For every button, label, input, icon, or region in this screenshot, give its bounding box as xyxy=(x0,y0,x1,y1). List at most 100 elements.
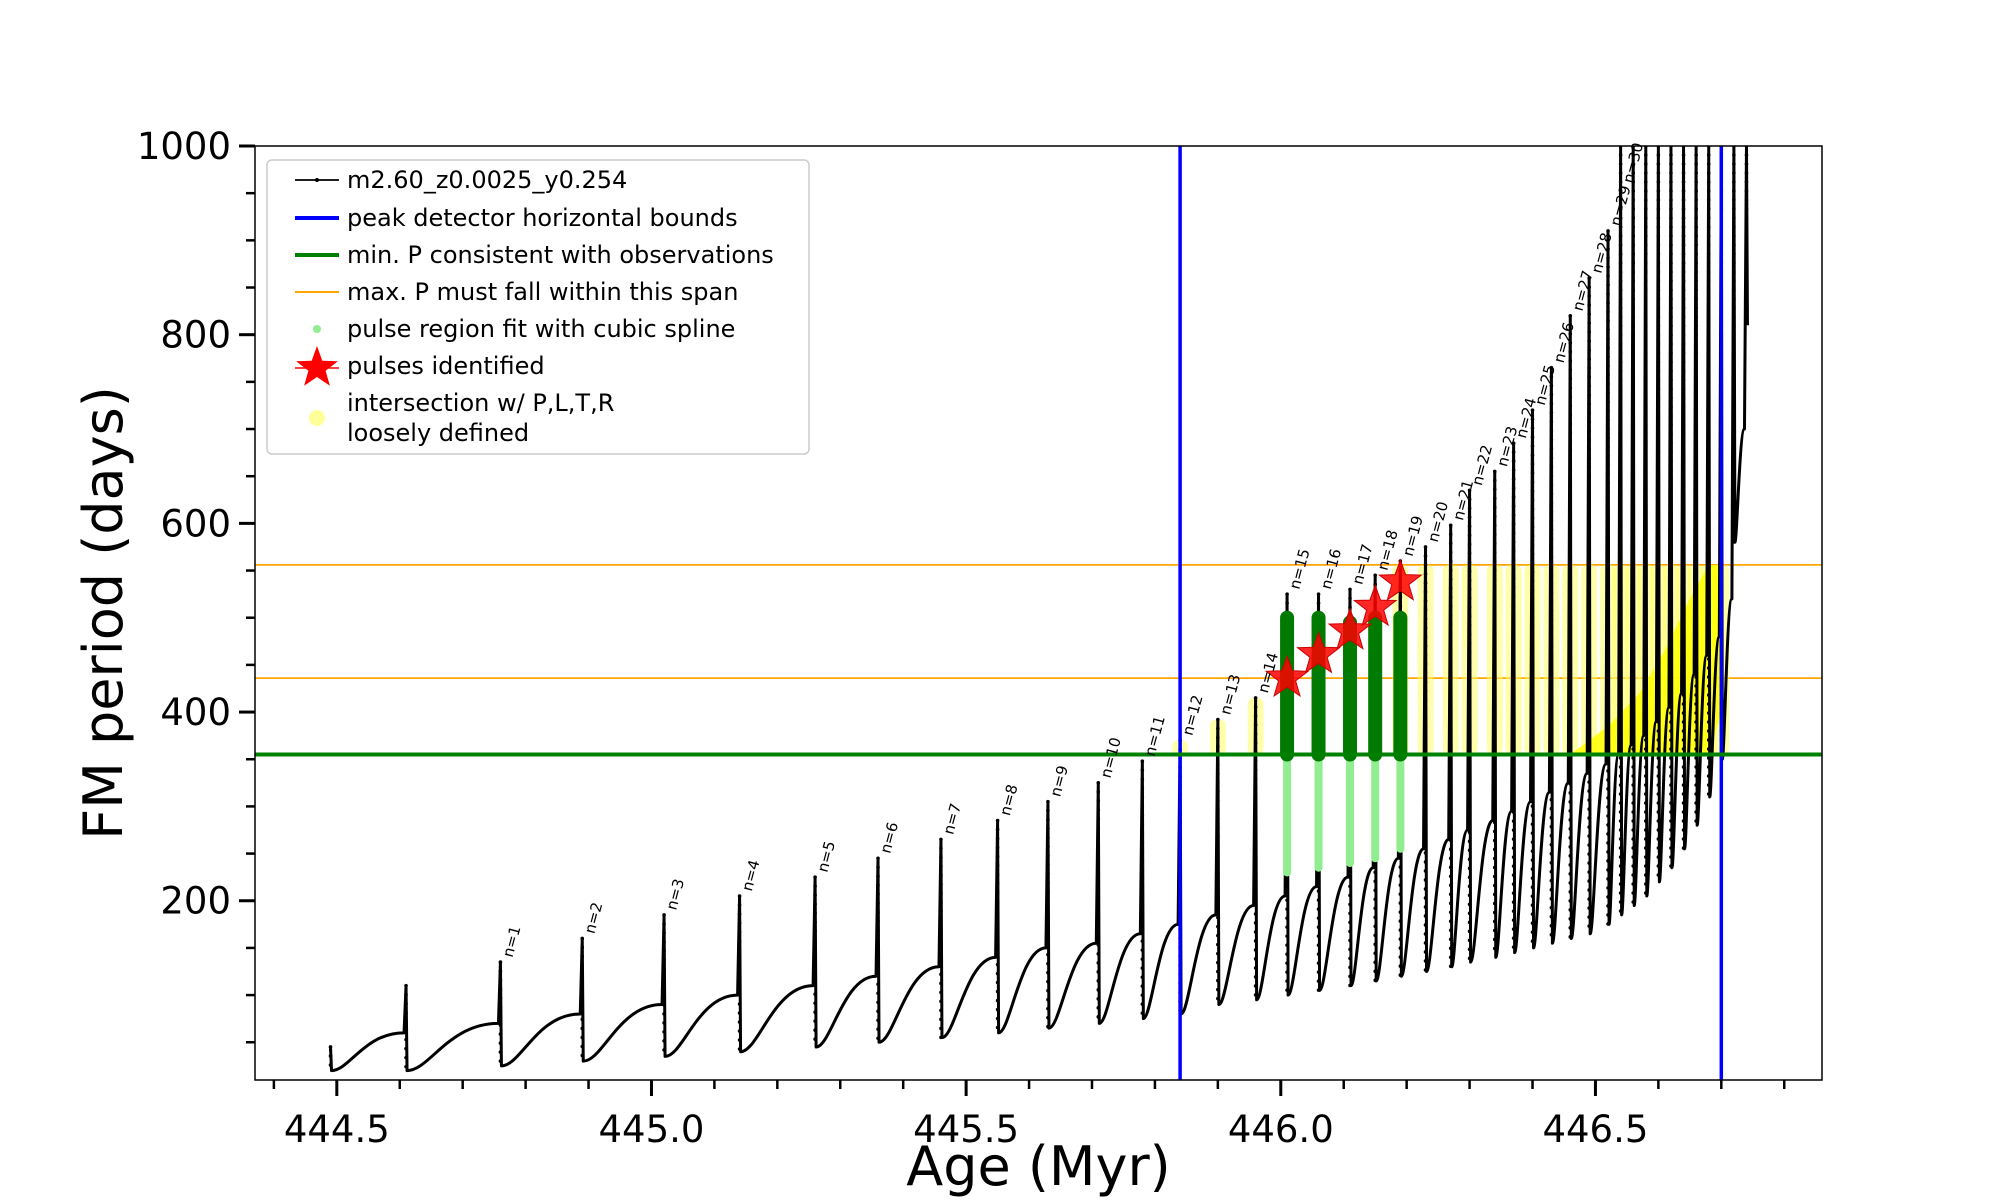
series-marker-15 xyxy=(1216,861,1220,866)
series-marker-37 xyxy=(1681,720,1686,724)
series-marker-11 xyxy=(1046,799,1050,804)
series-marker-25 xyxy=(1492,793,1497,798)
series-marker-37 xyxy=(1681,540,1686,544)
series-marker-31 xyxy=(1606,256,1610,260)
series-marker-24 xyxy=(1467,704,1472,709)
series-marker-32 xyxy=(1618,351,1623,355)
series-marker-13 xyxy=(1140,912,1145,916)
series-marker-9 xyxy=(939,846,943,851)
series-marker-26 xyxy=(1511,621,1516,625)
series-marker-6 xyxy=(737,939,742,943)
series-marker-31 xyxy=(1606,607,1610,611)
series-marker-21 xyxy=(1398,955,1403,959)
x-tick-label-2: 445.0 xyxy=(599,1108,705,1151)
series-marker-5 xyxy=(662,922,666,926)
series-marker-7 xyxy=(813,884,817,888)
series-marker-39 xyxy=(1706,216,1711,220)
series-marker-38 xyxy=(1694,612,1698,616)
series-marker-23 xyxy=(1448,631,1453,636)
series-marker-25 xyxy=(1492,478,1497,483)
series-marker-36 xyxy=(1669,378,1673,382)
series-marker-18 xyxy=(1316,925,1321,929)
series-marker-20 xyxy=(1373,960,1377,965)
series-marker-33 xyxy=(1631,414,1636,418)
series-marker-37 xyxy=(1681,639,1686,643)
series-marker-6 xyxy=(737,1038,742,1042)
series-marker-28 xyxy=(1549,878,1554,883)
series-marker-30 xyxy=(1587,438,1591,442)
series-marker-15 xyxy=(1216,987,1220,992)
series-marker-39 xyxy=(1706,576,1711,580)
series-marker-7 xyxy=(813,1001,817,1005)
series-marker-10 xyxy=(995,998,1000,1003)
series-marker-38 xyxy=(1694,405,1698,409)
series-marker-24 xyxy=(1467,578,1472,583)
series-marker-33 xyxy=(1631,477,1636,481)
series-marker-7 xyxy=(813,947,817,951)
series-marker-33 xyxy=(1631,675,1636,679)
series-marker-37 xyxy=(1681,747,1686,751)
series-marker-35 xyxy=(1656,828,1661,832)
series-marker-16 xyxy=(1253,966,1258,970)
series-marker-34 xyxy=(1643,576,1648,580)
series-marker-28 xyxy=(1549,410,1554,415)
series-marker-36 xyxy=(1669,234,1673,238)
series-marker-24 xyxy=(1467,848,1472,853)
series-marker-32 xyxy=(1618,810,1623,814)
series-marker-28 xyxy=(1549,482,1554,487)
series-marker-39 xyxy=(1706,648,1711,652)
series-marker-22 xyxy=(1423,860,1428,864)
series-marker-27 xyxy=(1530,561,1535,565)
series-marker-23 xyxy=(1448,955,1453,960)
series-marker-30 xyxy=(1587,681,1591,685)
series-marker-24 xyxy=(1467,533,1472,538)
series-marker-37 xyxy=(1681,603,1686,607)
series-marker-29 xyxy=(1568,728,1573,732)
series-marker-26 xyxy=(1511,828,1516,832)
series-marker-19 xyxy=(1348,929,1352,934)
series-marker-29 xyxy=(1568,530,1573,534)
series-marker-26 xyxy=(1511,765,1516,769)
series-marker-35 xyxy=(1656,387,1661,391)
series-marker-23 xyxy=(1448,721,1453,726)
series-marker-32 xyxy=(1618,702,1623,706)
series-marker-31 xyxy=(1606,364,1610,368)
series-marker-41 xyxy=(1732,153,1736,157)
series-marker-16 xyxy=(1253,831,1258,835)
series-marker-2 xyxy=(404,992,408,997)
series-marker-32 xyxy=(1618,315,1623,319)
series-marker-34 xyxy=(1643,162,1648,166)
series-marker-7 xyxy=(813,1037,817,1041)
series-marker-32 xyxy=(1618,666,1623,670)
series-marker-30 xyxy=(1587,429,1591,433)
series-marker-39 xyxy=(1706,342,1711,346)
series-marker-8 xyxy=(876,937,880,942)
series-marker-3 xyxy=(498,1023,503,1027)
series-marker-39 xyxy=(1706,639,1711,643)
series-marker-30 xyxy=(1587,870,1591,874)
series-marker-28 xyxy=(1549,590,1554,595)
series-marker-37 xyxy=(1681,441,1686,445)
series-marker-30 xyxy=(1587,636,1591,640)
series-marker-21 xyxy=(1398,973,1403,977)
series-marker-22 xyxy=(1423,842,1428,846)
series-marker-8 xyxy=(876,964,880,969)
series-marker-33 xyxy=(1631,738,1636,742)
series-marker-33 xyxy=(1631,801,1636,805)
series-marker-38 xyxy=(1694,288,1698,292)
series-marker-30 xyxy=(1587,582,1591,586)
series-marker-16 xyxy=(1253,984,1258,988)
series-marker-37 xyxy=(1681,819,1686,823)
series-marker-36 xyxy=(1669,162,1673,166)
series-marker-25 xyxy=(1492,694,1497,699)
series-marker-30 xyxy=(1587,834,1591,838)
series-marker-38 xyxy=(1694,693,1698,697)
series-marker-35 xyxy=(1656,522,1661,526)
series-marker-9 xyxy=(939,963,943,968)
series-marker-32 xyxy=(1618,558,1623,562)
series-marker-35 xyxy=(1656,648,1661,652)
series-marker-21 xyxy=(1398,928,1403,932)
series-marker-29 xyxy=(1568,701,1573,705)
series-marker-39 xyxy=(1706,657,1711,661)
series-marker-24 xyxy=(1467,767,1472,772)
